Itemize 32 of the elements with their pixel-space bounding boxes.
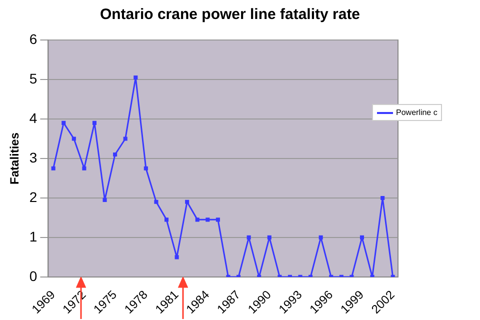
point: [144, 166, 148, 170]
point: [185, 200, 190, 204]
point: [360, 235, 364, 240]
point: [123, 136, 128, 141]
y-tick-label: 0: [29, 268, 38, 284]
y-tick-label: 2: [29, 188, 38, 205]
point: [206, 218, 210, 222]
point: [380, 196, 385, 200]
point: [82, 166, 86, 170]
point: [195, 218, 200, 222]
point: [318, 235, 323, 240]
point: [267, 235, 272, 240]
point: [102, 198, 107, 202]
y-tick-label: 6: [29, 30, 38, 47]
point: [51, 166, 56, 170]
y-axis-title: Fatalities: [8, 132, 22, 184]
point: [134, 75, 138, 80]
y-tick-label: 1: [29, 228, 38, 244]
y-tick-label: 3: [29, 149, 38, 166]
point: [174, 255, 179, 260]
point: [246, 235, 251, 240]
y-tick-label: 5: [29, 70, 38, 86]
y-tick-label: 4: [29, 110, 38, 126]
point: [62, 120, 66, 125]
point: [113, 152, 118, 157]
point: [92, 120, 97, 125]
point: [216, 218, 220, 222]
point: [164, 218, 169, 222]
point: [72, 136, 76, 141]
legend-label: Powerline c: [396, 108, 438, 117]
point: [154, 200, 158, 204]
chart-title: Ontario crane power line fatality rate: [98, 6, 362, 23]
